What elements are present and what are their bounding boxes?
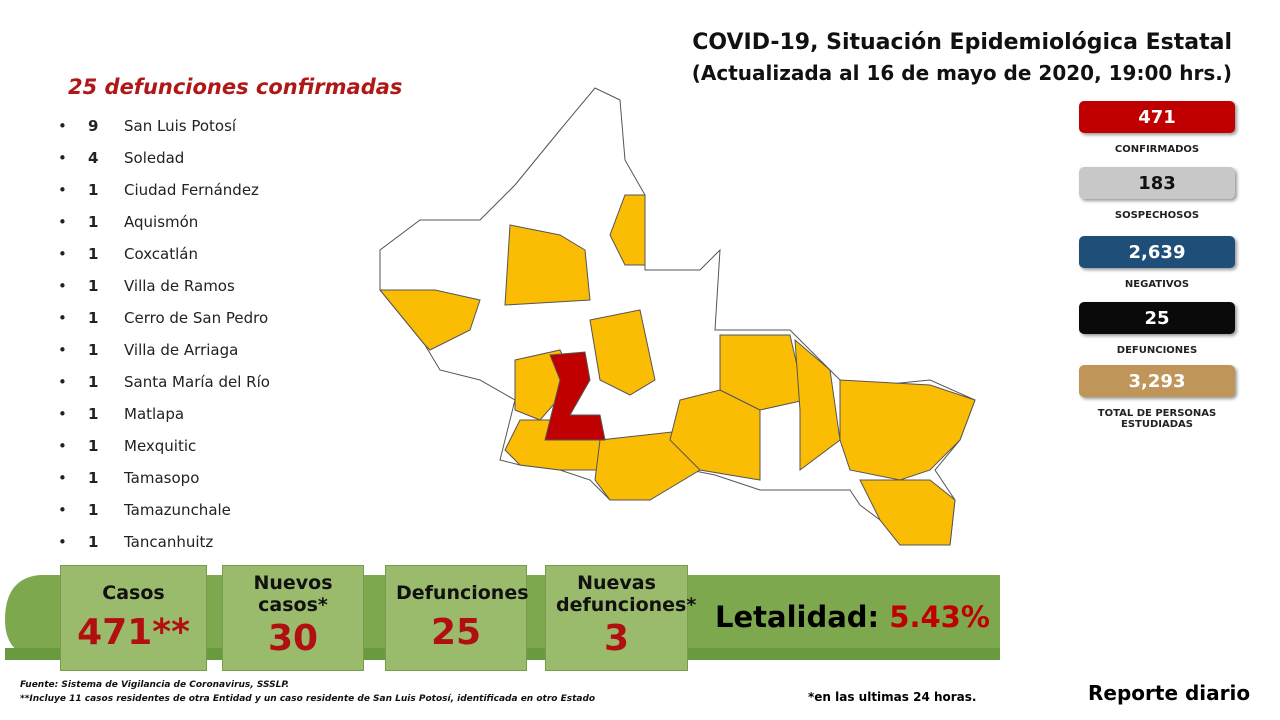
note: **Incluye 11 casos residentes de otra En… bbox=[20, 694, 596, 704]
municipality: Villa de Ramos bbox=[124, 277, 235, 295]
bullet: • bbox=[58, 309, 67, 327]
death-count: 4 bbox=[88, 149, 99, 167]
municipality: Matlapa bbox=[124, 405, 185, 423]
municipality: Tancanhuitz bbox=[124, 533, 214, 551]
bullet: • bbox=[58, 149, 67, 167]
stat-label: DEFUNCIONES bbox=[1116, 345, 1198, 356]
panel-value: 25 bbox=[430, 612, 482, 653]
death-count: 1 bbox=[88, 309, 99, 327]
deaths-heading: 25 defunciones confirmadas bbox=[68, 75, 403, 99]
panel-label: Defunciones bbox=[396, 582, 529, 604]
bullet: • bbox=[58, 405, 67, 423]
footnote: *en las ultimas 24 horas. bbox=[808, 690, 977, 704]
bullet: • bbox=[58, 437, 67, 455]
panel: Nuevas defunciones* 3 bbox=[545, 565, 697, 671]
municipality: Coxcatlán bbox=[124, 245, 198, 263]
panel-label: Casos bbox=[102, 582, 165, 604]
title: COVID-19, Situación Epidemiológica Estat… bbox=[692, 30, 1232, 55]
municipality: Ciudad Fernández bbox=[124, 181, 259, 199]
bullet: • bbox=[58, 533, 67, 551]
map bbox=[378, 87, 976, 546]
panel: Casos 471** bbox=[60, 565, 207, 671]
death-count: 1 bbox=[88, 469, 99, 487]
stat-label: SOSPECHOSOS bbox=[1114, 210, 1200, 221]
death-count: 1 bbox=[88, 213, 99, 231]
bullet: • bbox=[58, 501, 67, 519]
death-count: 1 bbox=[88, 373, 99, 391]
panel-value: 3 bbox=[603, 618, 630, 659]
panel-value: 471** bbox=[77, 612, 190, 653]
bullet: • bbox=[58, 469, 67, 487]
stat-value: 3,293 bbox=[1079, 365, 1235, 397]
municipality: Mexquitic bbox=[124, 437, 197, 455]
municipality: Tamasopo bbox=[124, 469, 200, 487]
death-count: 1 bbox=[88, 533, 99, 551]
municipality: San Luis Potosí bbox=[124, 117, 237, 135]
death-count: 1 bbox=[88, 245, 99, 263]
subtitle: (Actualizada al 16 de mayo de 2020, 19:0… bbox=[691, 61, 1232, 85]
municipality: Cerro de San Pedro bbox=[124, 309, 269, 327]
stat-label: TOTAL DE PERSONAS ESTUDIADAS bbox=[1097, 408, 1217, 430]
bullet: • bbox=[58, 213, 67, 231]
bullet: • bbox=[58, 245, 67, 263]
municipality: Villa de Arriaga bbox=[124, 341, 239, 359]
panel: Nuevos casos* 30 bbox=[222, 565, 364, 671]
death-count: 1 bbox=[88, 405, 99, 423]
stat-label: CONFIRMADOS bbox=[1114, 144, 1200, 155]
panel: Defunciones 25 bbox=[385, 565, 529, 671]
death-count: 1 bbox=[88, 341, 99, 359]
letalidad: Letalidad: 5.43% bbox=[715, 600, 990, 634]
municipality: Santa María del Río bbox=[124, 373, 270, 391]
death-count: 1 bbox=[88, 277, 99, 295]
death-count: 1 bbox=[88, 437, 99, 455]
bullet: • bbox=[58, 181, 67, 199]
stat-value: 183 bbox=[1079, 167, 1235, 199]
bullet: • bbox=[58, 341, 67, 359]
letalidad-value: 5.43% bbox=[889, 600, 990, 634]
stat-value: 471 bbox=[1079, 101, 1235, 133]
report: Reporte diario bbox=[1088, 681, 1251, 705]
bullet: • bbox=[58, 373, 67, 391]
panel-label: Nuevos casos* bbox=[253, 572, 333, 616]
stat-value: 2,639 bbox=[1079, 236, 1235, 268]
death-count: 9 bbox=[88, 117, 99, 135]
panel-value: 30 bbox=[267, 618, 319, 659]
death-count: 1 bbox=[88, 501, 99, 519]
bullet: • bbox=[58, 277, 67, 295]
stat-label: NEGATIVOS bbox=[1124, 279, 1190, 290]
death-count: 1 bbox=[88, 181, 99, 199]
source: Fuente: Sistema de Vigilancia de Coronav… bbox=[20, 680, 290, 690]
letalidad-label: Letalidad: bbox=[715, 600, 880, 634]
municipality: Aquismón bbox=[124, 213, 199, 231]
stat-value: 25 bbox=[1079, 302, 1235, 334]
municipality: Soledad bbox=[124, 149, 185, 167]
panel-label: Nuevas defunciones* bbox=[556, 572, 697, 616]
bullet: • bbox=[58, 117, 67, 135]
municipality: Tamazunchale bbox=[124, 501, 231, 519]
